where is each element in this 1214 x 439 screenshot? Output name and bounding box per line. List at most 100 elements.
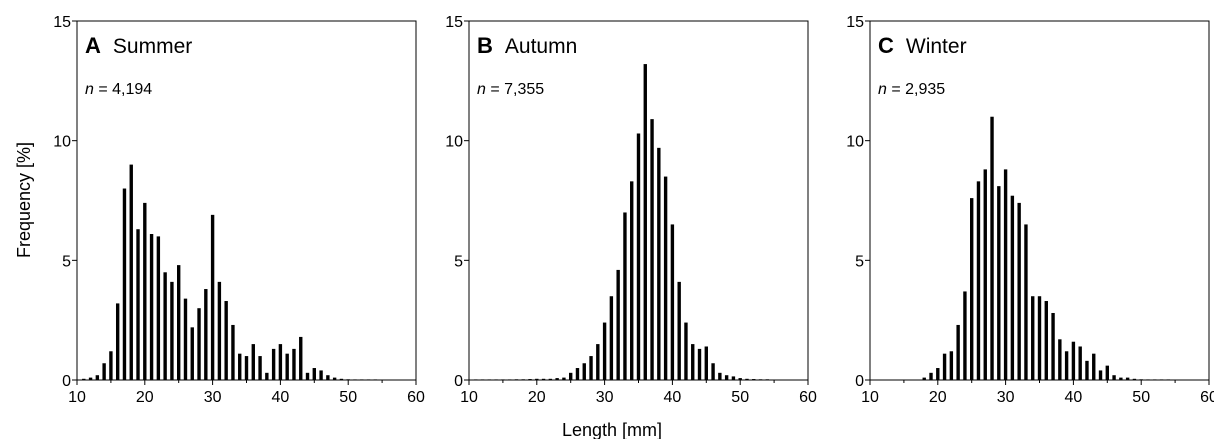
y-tick-label: 10 [53,134,71,151]
x-tick-label: 20 [929,389,947,406]
y-tick-label: 0 [62,373,71,390]
bar [990,116,994,380]
bar [373,379,378,380]
bar [312,368,316,380]
y-tick-label: 0 [454,373,463,390]
panel-c: 10 20 30 40 50 60 0 5 10 15 C Winter n = 2,935 [846,14,1214,406]
x-tick-label: 40 [272,389,290,406]
panel-a: 10 20 30 40 50 60 0 5 10 15 A Summer n = 4,194 [53,14,425,406]
bar [922,377,926,380]
bar [765,379,770,380]
x-tick-label: 50 [1132,389,1150,406]
panel-season: Autumn [505,35,577,58]
panel-letter: A [85,33,101,58]
bar [942,353,947,380]
bar [143,202,147,380]
y-tick-label: 15 [846,14,864,31]
bar [1071,341,1076,380]
bar [190,327,194,380]
bar [285,353,289,380]
bar [983,169,987,380]
x-tick-label: 40 [664,389,682,406]
panel-b: 10 20 30 40 50 60 0 5 10 15 B Autumn n = 7,355 [445,14,817,406]
bar [528,379,532,380]
bar [724,375,729,380]
sample-size-label: n = 2,935 [878,81,945,98]
bar [210,214,215,380]
bar [217,281,222,380]
bar [231,324,235,380]
panel-season: Summer [113,35,192,58]
bar [949,351,954,380]
bar [163,272,167,380]
bar [997,186,1001,380]
bar [1139,379,1143,380]
bar [319,370,323,380]
bar [136,229,140,380]
bar [353,379,357,380]
bar [183,298,188,380]
bar [204,289,208,380]
bar [1159,379,1164,380]
bar [149,234,154,380]
bar [480,379,485,380]
x-tick-label: 10 [460,389,478,406]
bar [623,212,627,380]
bar [507,379,512,380]
bar [956,324,960,380]
bar [494,379,498,380]
y-tick-label: 5 [855,253,864,270]
bar [548,378,553,380]
bar [265,372,269,380]
bar [102,363,106,380]
sample-size-symbol: n [477,81,486,98]
bar [1024,224,1028,380]
bar [711,363,715,380]
bar [569,372,573,380]
bar [562,377,566,380]
panel-title: A Summer [85,33,192,58]
x-tick-label: 50 [731,389,749,406]
bar [244,356,249,380]
bar [1058,339,1062,380]
sample-size-value: = 7,355 [486,81,544,98]
bar [1112,375,1116,380]
bar [1037,296,1042,380]
y-tick-label: 10 [445,134,463,151]
bar [738,378,742,380]
bar [271,348,276,380]
bar [1092,353,1096,380]
bar [122,188,127,380]
bar [156,236,161,380]
x-tick-label: 10 [861,389,879,406]
bar [1146,379,1150,380]
bar [474,379,478,380]
x-tick-label: 20 [528,389,546,406]
x-tick-label: 20 [136,389,154,406]
bar [1078,346,1082,380]
bar [278,344,283,380]
bar [663,176,668,380]
bar [299,336,303,380]
bar [82,378,86,380]
bar [487,379,492,380]
bar [616,269,620,380]
bar [936,368,940,380]
sample-size-label: n = 4,194 [85,81,152,98]
bar [636,133,641,380]
bar [929,372,933,380]
bar [88,377,93,380]
bar [1010,195,1015,380]
y-tick-label: 10 [846,134,864,151]
bar [963,291,967,380]
bar [670,224,675,380]
bar [718,372,722,380]
bar [332,377,337,380]
bar [360,379,364,380]
panel-season: Winter [906,35,967,58]
bar [1105,365,1109,380]
bar [758,379,763,380]
bar [305,372,310,380]
bar [596,344,600,380]
